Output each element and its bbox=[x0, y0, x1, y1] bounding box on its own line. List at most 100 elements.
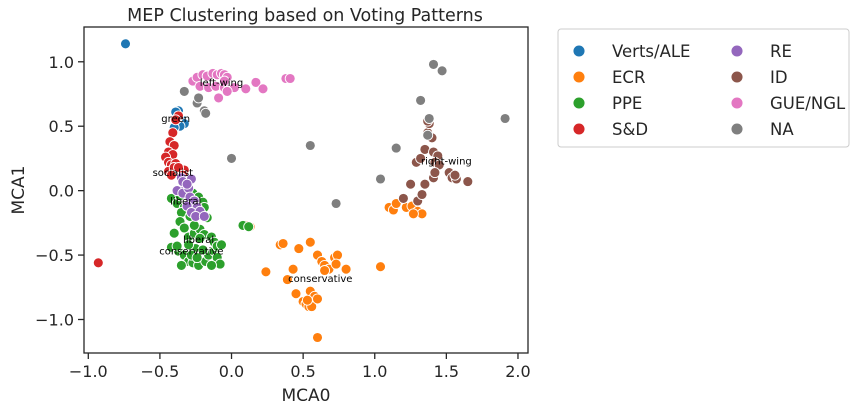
legend-item-id: ID bbox=[730, 68, 788, 87]
legend-marker-re bbox=[730, 44, 744, 58]
point-ecr-8 bbox=[293, 243, 305, 255]
y-tick-label-4: 1.0 bbox=[49, 53, 74, 72]
series-ecr bbox=[240, 198, 428, 343]
legend-label-gue-ngl: GUE/NGL bbox=[770, 94, 846, 113]
point-ecr-25 bbox=[330, 258, 342, 270]
point-na-8 bbox=[375, 173, 386, 185]
x-axis-title: MCA0 bbox=[282, 386, 331, 406]
point-ecr-4 bbox=[277, 238, 289, 249]
x-tick-label-0: −1.0 bbox=[69, 362, 108, 381]
point-id-19 bbox=[449, 169, 461, 181]
point-na-15 bbox=[499, 113, 511, 124]
point-id-1 bbox=[405, 178, 417, 190]
point-ppe-15 bbox=[168, 227, 180, 239]
point-ecr-5 bbox=[281, 274, 293, 286]
point-ecr-15 bbox=[301, 294, 313, 306]
point-na-0 bbox=[178, 85, 190, 97]
point-ecr-24 bbox=[332, 249, 343, 261]
legend-label-ecr: ECR bbox=[612, 68, 645, 87]
legend-item-na: NA bbox=[730, 120, 794, 139]
legend-item-s-d: S&D bbox=[572, 120, 648, 139]
point-na-4 bbox=[200, 107, 212, 119]
point-id-3 bbox=[415, 152, 427, 164]
legend-label-id: ID bbox=[770, 68, 788, 87]
point-na-10 bbox=[415, 94, 427, 106]
point-ppe-35 bbox=[183, 239, 195, 251]
point-ppe-36 bbox=[194, 232, 206, 244]
legend-marker-verts-ale bbox=[572, 44, 586, 58]
legend-marker-id bbox=[730, 70, 744, 84]
annotation-right-wing-3: right-wing bbox=[421, 157, 472, 168]
annotation-layer: left-wing green socialist right-wing liberal… bbox=[153, 78, 472, 285]
point-na-12 bbox=[423, 113, 435, 124]
point-na-14 bbox=[436, 65, 448, 77]
point-ecr-28 bbox=[375, 261, 386, 273]
point-gue-ngl-16 bbox=[257, 83, 269, 95]
point-ecr-16 bbox=[312, 293, 323, 305]
point-na-5 bbox=[226, 152, 237, 164]
point-na-11 bbox=[422, 129, 434, 141]
y-axis: −1.0 −0.5 0.0 0.5 1.0 bbox=[35, 53, 84, 329]
x-tick-label-6: 2.0 bbox=[505, 362, 530, 381]
legend-item-verts-ale: Verts/ALE bbox=[572, 42, 690, 61]
series-re bbox=[171, 172, 210, 222]
legend-marker-ecr bbox=[572, 70, 586, 84]
y-axis-title: MCA1 bbox=[9, 166, 29, 215]
point-id-14 bbox=[429, 167, 441, 179]
legend-item-gue-ngl: GUE/NGL bbox=[730, 94, 846, 113]
point-re-15 bbox=[181, 178, 193, 190]
legend-label-s-d: S&D bbox=[612, 120, 648, 139]
legend-frame bbox=[557, 28, 850, 148]
point-ppe-39 bbox=[175, 259, 187, 271]
point-ecr-18 bbox=[304, 236, 316, 248]
point-s-d-2 bbox=[170, 114, 182, 126]
legend-items: Verts/ALE ECR PPE S&D RE ID GUE/NGL NA bbox=[572, 42, 846, 139]
point-id-15 bbox=[419, 178, 431, 190]
annotation-green-1: green bbox=[161, 114, 190, 125]
point-ecr-6 bbox=[287, 263, 299, 275]
point-na-6 bbox=[304, 140, 316, 151]
point-ecr-26 bbox=[340, 263, 352, 275]
annotation-liberal-4: liberal bbox=[170, 197, 201, 208]
y-tick-label-1: −0.5 bbox=[35, 246, 74, 265]
point-ppe-41 bbox=[188, 219, 200, 231]
point-ecr-36 bbox=[407, 208, 419, 220]
legend-marker-gue-ngl bbox=[730, 96, 744, 110]
point-gue-ngl-20 bbox=[213, 92, 225, 104]
series-s-d bbox=[92, 110, 190, 269]
legend-marker-ppe bbox=[572, 96, 586, 110]
legend-label-na: NA bbox=[770, 120, 794, 139]
point-gue-ngl-19 bbox=[221, 85, 233, 97]
legend-label-verts-ale: Verts/ALE bbox=[612, 42, 690, 61]
annotation-liberal-5: liberal bbox=[183, 235, 214, 246]
legend-label-re: RE bbox=[770, 42, 792, 61]
x-tick-label-5: 1.5 bbox=[434, 362, 459, 381]
point-ppe-14 bbox=[178, 222, 190, 234]
x-tick-label-2: 0.0 bbox=[219, 362, 244, 381]
y-tick-label-0: −1.0 bbox=[35, 310, 74, 329]
point-na-13 bbox=[428, 58, 439, 70]
series-na bbox=[178, 58, 511, 209]
annotation-conservative-6: conservative bbox=[159, 247, 223, 258]
chart-title: MEP Clustering based on Voting Patterns bbox=[127, 6, 483, 26]
legend: Verts/ALE ECR PPE S&D RE ID GUE/NGL NA bbox=[557, 28, 850, 148]
point-id-20 bbox=[462, 176, 474, 188]
point-id-22 bbox=[416, 189, 428, 200]
legend-item-ppe: PPE bbox=[572, 94, 642, 113]
point-ppe-40 bbox=[216, 239, 227, 251]
point-ecr-27 bbox=[319, 265, 331, 276]
x-axis: −1.0 −0.5 0.0 0.5 1.0 1.5 2.0 bbox=[69, 353, 531, 381]
point-re-12 bbox=[198, 210, 210, 222]
point-id-0 bbox=[397, 192, 409, 204]
point-ppe-43 bbox=[243, 221, 255, 233]
point-ecr-17 bbox=[312, 332, 323, 343]
legend-marker-na bbox=[730, 122, 744, 136]
point-ppe-46 bbox=[191, 252, 203, 264]
series-gue-ngl bbox=[187, 67, 296, 104]
point-na-2 bbox=[193, 92, 205, 104]
x-tick-label-3: 0.5 bbox=[290, 362, 315, 381]
point-gue-ngl-18 bbox=[284, 73, 296, 84]
point-s-d-18 bbox=[165, 169, 177, 181]
y-tick-label-3: 0.5 bbox=[49, 117, 74, 136]
